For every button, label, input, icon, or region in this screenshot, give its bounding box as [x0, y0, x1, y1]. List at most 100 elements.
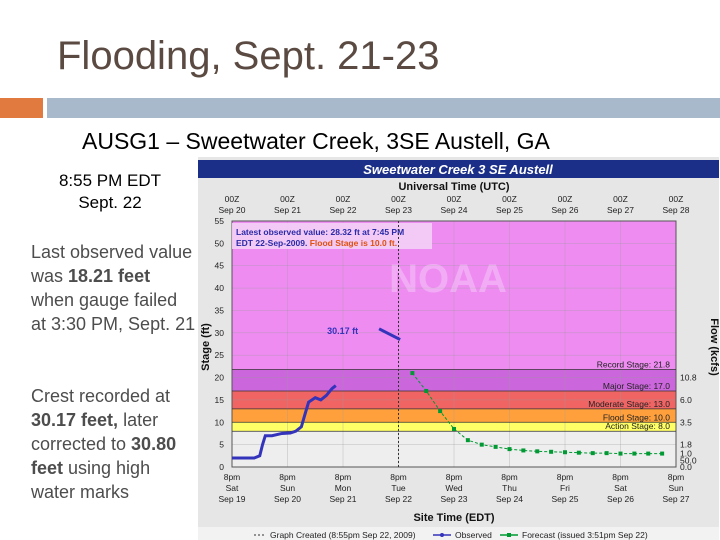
bottom-tick-label: Sep 22: [385, 494, 412, 504]
forecast-point: [563, 450, 567, 455]
top-tick-label: Sep 25: [496, 205, 523, 215]
para1-text-1: Last observed value was: [31, 242, 193, 286]
bottom-tick-label: Sat: [614, 483, 627, 493]
top-tick-label: Sep 20: [219, 205, 246, 215]
gauge-subtitle: AUSG1 – Sweetwater Creek, 3SE Austell, G…: [82, 128, 550, 154]
y-tick-label: 10: [215, 417, 225, 427]
time-note: 8:55 PM EDT Sept. 22: [30, 170, 190, 214]
top-tick-label: Sep 27: [607, 205, 634, 215]
y-tick-label: 25: [215, 350, 225, 360]
forecast-point: [438, 409, 443, 414]
para2-text-1: Crest recorded at: [31, 386, 171, 406]
chart-title-bar: [198, 160, 719, 178]
accent-bar-orange: [0, 98, 43, 118]
bottom-tick-label: Thu: [502, 483, 517, 493]
crest-paragraph: Crest recorded at 30.17 feet, later corr…: [31, 384, 196, 504]
forecast-point: [493, 444, 498, 449]
forecast-points: [410, 371, 665, 456]
para1-text-2: when gauge failed at 3:30 PM, Sept. 21: [31, 290, 196, 334]
right-tick-label: 50.0: [680, 455, 697, 465]
forecast-point: [410, 371, 415, 376]
hydrograph-chart: Sweetwater Creek 3 SE Austell Universal …: [198, 157, 719, 540]
bottom-tick-label: Wed: [445, 483, 463, 493]
top-tick-label: 00Z: [613, 194, 628, 204]
chart-title: Sweetwater Creek 3 SE Austell: [363, 162, 553, 177]
annotation-line-1: Latest observed value: 28.32 ft at 7:45 …: [236, 227, 404, 237]
top-tick-label: Sep 26: [552, 205, 579, 215]
bottom-tick-label: 8pm: [390, 472, 407, 482]
right-tick-label: 1.0: [680, 449, 692, 459]
forecast-point: [535, 449, 540, 454]
slide-title: Flooding, Sept. 21-23: [57, 34, 440, 78]
forecast-point: [549, 449, 554, 454]
y-tick-label: 5: [219, 440, 224, 450]
bottom-tick-label: 8pm: [446, 472, 463, 482]
crest-segment: [378, 327, 401, 341]
annotation-line-2: EDT 22-Sep-2009. Flood Stage is 10.0 ft.: [236, 238, 397, 248]
observed-series-line: [232, 384, 337, 460]
legend-forecast-marker: [507, 533, 511, 537]
top-tick-label: Sep 28: [663, 205, 690, 215]
top-tick-label: 00Z: [447, 194, 462, 204]
y-axis-ticks: 0 5 10 15 20 25 30 35 40 45 50 55: [215, 216, 225, 472]
para2-text-2: later corrected to: [31, 410, 159, 454]
top-tick-label: Sep 23: [385, 205, 412, 215]
y-axis-label: Stage (ft): [200, 323, 212, 371]
crest-label: 30.17 ft: [327, 326, 358, 336]
threshold-label: Record Stage: 21.8: [597, 359, 671, 369]
forecast-point: [604, 451, 609, 456]
forecast-point: [646, 451, 651, 456]
forecast-point: [465, 438, 470, 443]
threshold-label: Action Stage: 8.0: [605, 421, 670, 431]
bottom-tick-label: Mon: [335, 483, 352, 493]
forecast-point: [507, 447, 512, 452]
threshold-label: Major Stage: 17.0: [603, 381, 670, 391]
top-tick-label: 00Z: [669, 194, 684, 204]
legend-background: [198, 527, 719, 540]
y-tick-label: 35: [215, 305, 225, 315]
top-tick-label: 00Z: [502, 194, 517, 204]
bottom-tick-label: Fri: [560, 483, 570, 493]
para2-bold-crest: 30.17 feet,: [31, 410, 119, 430]
bottom-tick-label: Sep 24: [496, 494, 523, 504]
y-tick-label: 30: [215, 328, 225, 338]
right-tick-label: 3.5: [680, 417, 692, 427]
top-tick-label: 00Z: [280, 194, 295, 204]
bottom-tick-label: Sat: [226, 483, 239, 493]
bottom-tick-label: 8pm: [501, 472, 518, 482]
y-tick-label: 15: [215, 395, 225, 405]
bottom-tick-label: Tue: [391, 483, 406, 493]
time-note-date: Sept. 22: [78, 193, 142, 212]
forecast-point: [618, 451, 623, 456]
legend-observed: Observed: [455, 530, 492, 540]
right-tick-label: 10.8: [680, 373, 697, 383]
bottom-tick-label: Sep 27: [663, 494, 690, 504]
right-tick-label: 0.0: [680, 462, 692, 472]
right-axis-label: Flow (kcfs): [708, 318, 719, 376]
forecast-point: [576, 450, 581, 455]
annotation-line-2-flood: Flood Stage is 10.0 ft.: [310, 238, 397, 248]
bottom-tick-label: Sep 19: [219, 494, 246, 504]
para2-bold-corrected: 30.80 feet: [31, 434, 177, 478]
forecast-point: [452, 426, 456, 431]
bottom-tick-label: 8pm: [612, 472, 629, 482]
forecast-point: [590, 451, 595, 456]
top-tick-label: 00Z: [558, 194, 573, 204]
top-axis-label: Universal Time (UTC): [398, 181, 509, 193]
y-tick-label: 45: [215, 261, 225, 271]
threshold-label: Moderate Stage: 13.0: [588, 399, 670, 409]
legend-observed-marker: [440, 533, 444, 537]
top-tick-label: Sep 21: [274, 205, 301, 215]
x-axis-label: Site Time (EDT): [413, 512, 494, 524]
forecast-point: [632, 451, 637, 456]
plot-frame: [231, 220, 677, 468]
bottom-tick-label: Sep 26: [607, 494, 634, 504]
bottom-tick-label: Sun: [280, 483, 295, 493]
bottom-tick-label: 8pm: [224, 472, 241, 482]
forecast-point: [424, 388, 429, 393]
right-axis-ticks: 10.8 6.0 3.5 1.81.050.00.0: [680, 373, 697, 472]
forecast-point: [521, 448, 526, 453]
top-tick-label: 00Z: [391, 194, 406, 204]
